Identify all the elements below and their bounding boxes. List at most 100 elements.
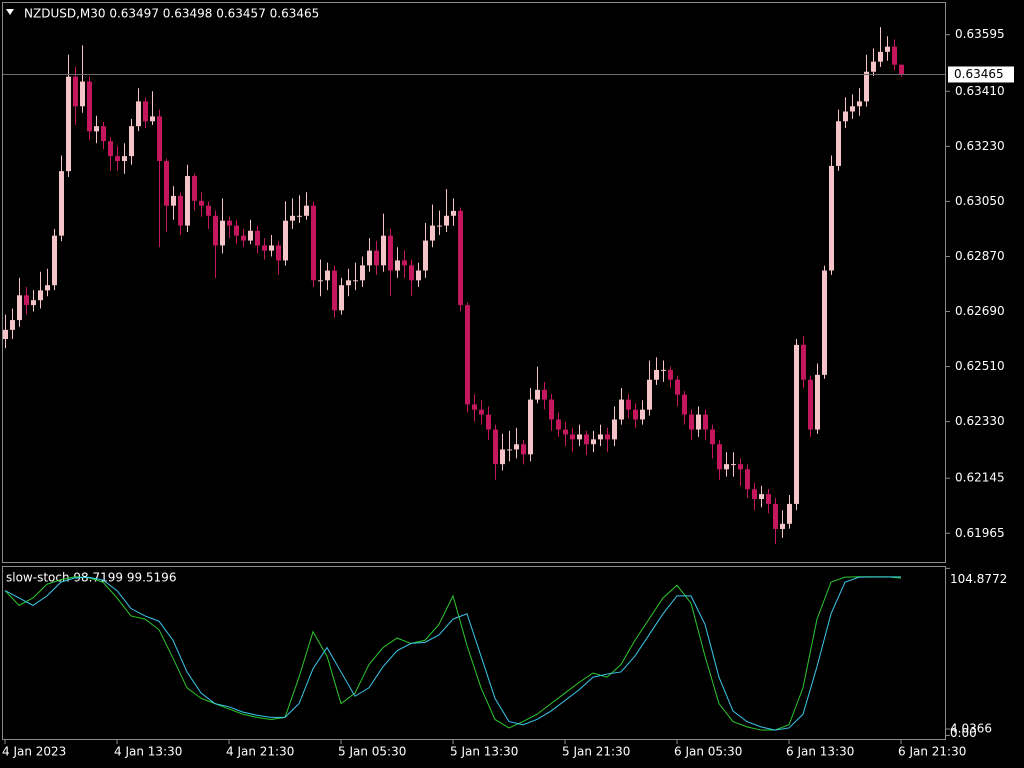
candle-body xyxy=(871,61,876,72)
candle-body xyxy=(94,126,99,132)
candle-body xyxy=(493,429,498,465)
candle-body xyxy=(171,195,176,206)
candle-body xyxy=(738,464,743,470)
candle-body xyxy=(129,126,134,157)
candle-body xyxy=(836,121,841,166)
candle-body xyxy=(717,444,722,470)
candle-body xyxy=(528,399,533,455)
candle-body xyxy=(290,215,295,221)
candle-body xyxy=(773,503,778,529)
candle-body xyxy=(24,295,29,306)
candle-body xyxy=(556,419,561,430)
candle-body xyxy=(899,64,904,75)
candle-body xyxy=(521,444,526,455)
candle-body xyxy=(430,225,435,241)
candle-body xyxy=(759,494,764,499)
x-tick-label: 6 Jan 05:30 xyxy=(674,745,742,759)
candle-body xyxy=(766,494,771,504)
candle-body xyxy=(402,260,407,266)
candle-body xyxy=(598,434,603,440)
candle-body xyxy=(227,220,232,226)
candle-body xyxy=(101,126,106,142)
candle-body xyxy=(143,101,148,122)
candle-body xyxy=(745,469,750,490)
candle-body xyxy=(500,449,505,465)
candle-body xyxy=(675,379,680,395)
candle-body xyxy=(192,176,197,201)
candle-body xyxy=(199,200,204,206)
candle-body xyxy=(626,399,631,410)
last-price-box xyxy=(948,66,1014,83)
candle-body xyxy=(808,379,813,430)
candle-body xyxy=(647,379,652,410)
y-tick-label: 0.62510 xyxy=(955,359,1005,373)
candle-body xyxy=(892,46,897,65)
candle-body xyxy=(829,165,834,271)
candle-body xyxy=(87,81,92,132)
candle-body xyxy=(276,245,281,261)
candle-body xyxy=(577,434,582,440)
candle-body xyxy=(850,106,855,112)
candle-body xyxy=(787,503,792,524)
candle-body xyxy=(346,280,351,286)
y-tick-label: 0.62145 xyxy=(955,471,1005,485)
x-tick-label: 5 Jan 05:30 xyxy=(338,745,406,759)
candle-body xyxy=(633,409,638,420)
candle-body xyxy=(206,205,211,216)
candle-body xyxy=(472,404,477,410)
candle-body xyxy=(136,101,141,127)
candle-body xyxy=(668,369,673,380)
y-tick-label: 104.8772 xyxy=(950,572,1007,586)
candle-body xyxy=(213,215,218,246)
candle-body xyxy=(843,111,848,122)
candle-body xyxy=(864,71,869,102)
candle-body xyxy=(185,176,190,226)
candle-body xyxy=(122,156,127,162)
y-tick-label: 0.63410 xyxy=(955,84,1005,98)
x-tick-label: 6 Jan 13:30 xyxy=(786,745,854,759)
candle-body xyxy=(857,101,862,107)
candle-body xyxy=(318,280,323,282)
candle-body xyxy=(486,414,491,430)
candle-body xyxy=(801,344,806,380)
indicator-frame xyxy=(2,566,946,740)
candle-body xyxy=(696,414,701,430)
main-frame xyxy=(2,2,946,563)
candle-body xyxy=(80,81,85,107)
candle-body xyxy=(262,245,267,251)
candle-body xyxy=(542,389,547,400)
y-tick-label: 0.62330 xyxy=(955,414,1005,428)
candle-body xyxy=(297,215,302,217)
candle-body xyxy=(304,205,309,216)
candle-body xyxy=(689,414,694,430)
candle-body xyxy=(752,489,757,499)
candle-body xyxy=(367,250,372,266)
candle-body xyxy=(381,235,386,266)
candle-body xyxy=(395,260,400,271)
candle-body xyxy=(878,51,883,62)
candle-body xyxy=(549,399,554,420)
candle-body xyxy=(661,369,666,371)
candle-body xyxy=(66,76,71,172)
y-tick-label: 4.0366 xyxy=(950,721,992,735)
x-tick-label: 4 Jan 21:30 xyxy=(226,745,294,759)
candle-body xyxy=(458,210,463,306)
candle-body xyxy=(640,409,645,420)
y-tick-label: 0.61965 xyxy=(955,526,1005,540)
stoch-line xyxy=(4,576,902,731)
y-tick-label: 0.63595 xyxy=(955,27,1005,41)
candle-body xyxy=(535,389,540,400)
candle-body xyxy=(731,464,736,466)
candle-body xyxy=(31,300,36,306)
x-tick-label: 4 Jan 13:30 xyxy=(114,745,182,759)
candle-body xyxy=(612,419,617,440)
y-tick-label: 0.62690 xyxy=(955,304,1005,318)
menu-triangle[interactable] xyxy=(6,9,14,15)
candle-body xyxy=(619,399,624,420)
candle-body xyxy=(52,235,57,286)
candle-body xyxy=(255,230,260,246)
candle-body xyxy=(815,374,820,430)
candle-body xyxy=(241,235,246,241)
